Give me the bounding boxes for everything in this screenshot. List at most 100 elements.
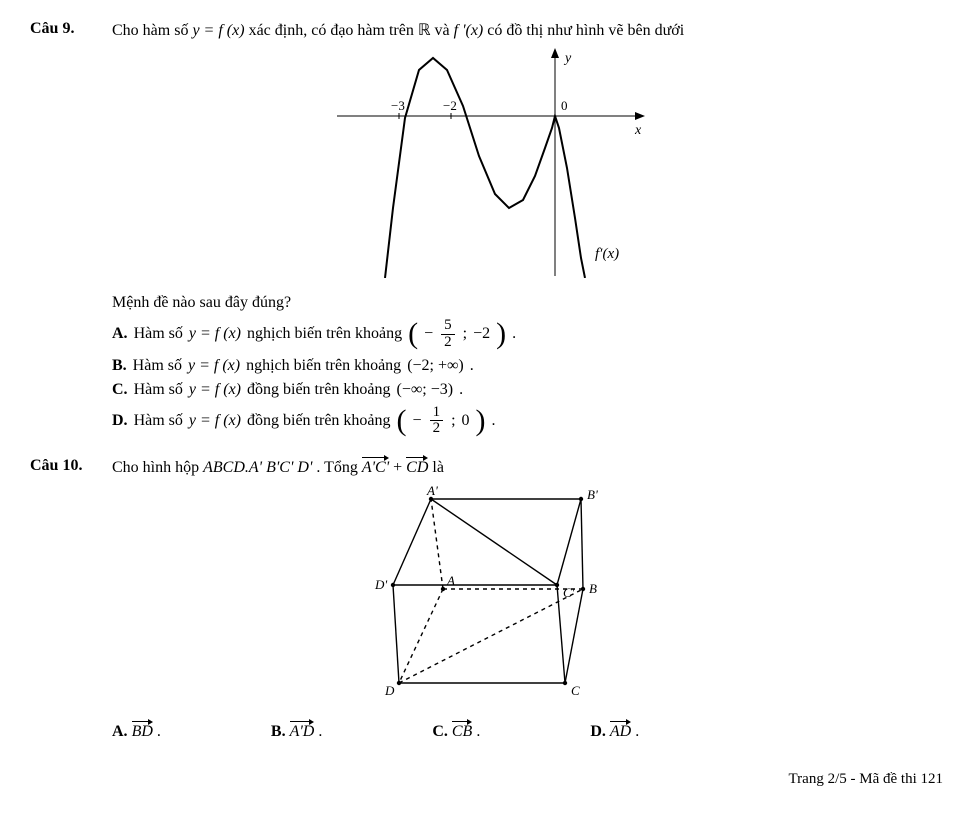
q10-a-label: A. — [112, 723, 128, 740]
q10-a-dot: . — [157, 723, 161, 740]
q10-vec1: A'C' — [362, 457, 389, 477]
q9-d-pre: Hàm số — [134, 412, 183, 430]
svg-text:A: A — [446, 573, 455, 588]
q9-a-lparen: ( — [408, 319, 418, 349]
q9-c-close: . — [459, 381, 463, 399]
q10-suffix: là — [432, 459, 444, 476]
q9-a-fn: y = f (x) — [189, 325, 241, 343]
q9-b-int: (−2; +∞) — [407, 357, 464, 375]
q9-c-pre: Hàm số — [134, 381, 183, 399]
q9-c-int: (−∞; −3) — [397, 381, 454, 399]
q9-b-label: B. — [112, 357, 127, 375]
q10-b-dot: . — [318, 723, 322, 740]
q10-b-label: B. — [271, 723, 286, 740]
svg-text:D': D' — [374, 577, 387, 592]
q10-c-vec: CB — [452, 721, 472, 741]
q9-b-pre: Hàm số — [133, 357, 182, 375]
q9-d-num: 1 — [430, 405, 444, 422]
svg-text:0: 0 — [561, 98, 568, 113]
q10-c-label: C. — [432, 723, 448, 740]
q10-header-row: Câu 10. Cho hình hộp ABCD.A' B'C' D' . T… — [30, 457, 943, 477]
q9-b-fn: y = f (x) — [188, 357, 240, 375]
q10-box: ABCD.A' B'C' D' — [203, 459, 312, 476]
q10-text: Cho hình hộp ABCD.A' B'C' D' . Tổng A'C'… — [112, 457, 943, 477]
q9-a-close: . — [512, 325, 516, 343]
svg-text:B: B — [589, 581, 597, 596]
q9-a-end: −2 — [473, 325, 490, 343]
q9-option-a: A. Hàm số y = f (x) nghịch biến trên kho… — [112, 318, 943, 351]
q9-d-neg: − — [413, 412, 422, 430]
svg-text:C': C' — [563, 585, 575, 600]
q9-a-rparen: ) — [496, 319, 506, 349]
svg-text:x: x — [634, 123, 642, 138]
q9-a-frac: 5 2 — [441, 318, 455, 351]
svg-text:A': A' — [426, 485, 438, 498]
q9-figure: y x −3 −2 0 f′(x) — [30, 48, 943, 278]
q9-header-row: Câu 9. Cho hàm số y = f (x) xác định, có… — [30, 20, 943, 40]
q9-option-c: C. Hàm số y = f (x) đồng biến trên khoản… — [112, 381, 943, 399]
q9-d-close: . — [492, 412, 496, 430]
q10-vec2: CD — [406, 457, 428, 477]
q9-a-neg: − — [424, 325, 433, 343]
q9-d-den: 2 — [430, 421, 444, 437]
q10-option-c: C. CB . — [432, 721, 480, 741]
q9-c-mid: đồng biến trên khoảng — [247, 381, 391, 399]
q9-d-frac: 1 2 — [430, 405, 444, 438]
q10-option-a: A. BD . — [112, 721, 161, 741]
q10-option-d: D. AD . — [590, 721, 639, 741]
q9-suffix: có đồ thị như hình vẽ bên dưới — [487, 22, 684, 39]
q9-b-close: . — [470, 357, 474, 375]
q10-b-vec: A'D — [290, 721, 315, 741]
q9-body: Mệnh đề nào sau đây đúng? A. Hàm số y = … — [112, 294, 943, 437]
q9-a-mid: nghịch biến trên khoảng — [247, 325, 402, 343]
q9-d-label: D. — [112, 412, 128, 430]
q9-d-rparen: ) — [476, 406, 486, 436]
svg-text:C: C — [571, 683, 580, 698]
q9-text: Cho hàm số y = f (x) xác định, có đạo hà… — [112, 20, 943, 40]
q9-func2: f '(x) — [454, 22, 484, 39]
svg-text:D: D — [384, 683, 395, 698]
q10-number: Câu 10. — [30, 457, 100, 475]
q10-figure: A B C D A' B' C' D' — [30, 485, 943, 705]
q9-a-sep: ; — [463, 325, 467, 343]
q9-chart-svg: y x −3 −2 0 f′(x) — [327, 48, 647, 278]
q9-prefix: Cho hàm số — [112, 22, 192, 39]
q9-d-end: 0 — [462, 412, 470, 430]
q10-plus: + — [393, 459, 406, 476]
q9-number: Câu 9. — [30, 20, 100, 38]
q10-mid: . Tổng — [316, 459, 361, 476]
question-9: Câu 9. Cho hàm số y = f (x) xác định, có… — [30, 20, 943, 437]
svg-text:f′(x): f′(x) — [595, 246, 619, 262]
q9-c-fn: y = f (x) — [189, 381, 241, 399]
svg-text:B': B' — [587, 487, 598, 502]
page-footer: Trang 2/5 - Mã đề thi 121 — [30, 771, 943, 788]
q10-option-b: B. A'D . — [271, 721, 322, 741]
svg-text:−2: −2 — [443, 98, 457, 113]
q10-c-dot: . — [476, 723, 480, 740]
q9-a-num: 5 — [441, 318, 455, 335]
q10-d-dot: . — [635, 723, 639, 740]
svg-text:y: y — [563, 51, 572, 66]
question-10: Câu 10. Cho hình hộp ABCD.A' B'C' D' . T… — [30, 457, 943, 741]
q9-option-b: B. Hàm số y = f (x) nghịch biến trên kho… — [112, 357, 943, 375]
q9-d-mid: đồng biến trên khoảng — [247, 412, 391, 430]
q9-b-mid: nghịch biến trên khoảng — [246, 357, 401, 375]
q9-prompt: Mệnh đề nào sau đây đúng? — [112, 294, 943, 312]
q9-d-sep: ; — [451, 412, 455, 430]
q9-func1: y = f (x) — [192, 22, 244, 39]
q10-a-vec: BD — [132, 721, 153, 741]
q9-option-d: D. Hàm số y = f (x) đồng biến trên khoản… — [112, 405, 943, 438]
q9-d-fn: y = f (x) — [189, 412, 241, 430]
q9-mid2: và — [435, 22, 454, 39]
q9-a-den: 2 — [441, 335, 455, 351]
q10-d-vec: AD — [610, 721, 631, 741]
q9-mid1: xác định, có đạo hàm trên — [249, 22, 418, 39]
q9-a-pre: Hàm số — [134, 325, 183, 343]
q9-c-label: C. — [112, 381, 128, 399]
q10-prefix: Cho hình hộp — [112, 459, 203, 476]
q10-cube-svg: A B C D A' B' C' D' — [347, 485, 627, 705]
svg-text:−3: −3 — [391, 98, 405, 113]
q10-options: A. BD . B. A'D . C. CB . D. AD . — [112, 721, 943, 741]
q9-d-lparen: ( — [397, 406, 407, 436]
q9-set: ℝ — [418, 22, 431, 39]
